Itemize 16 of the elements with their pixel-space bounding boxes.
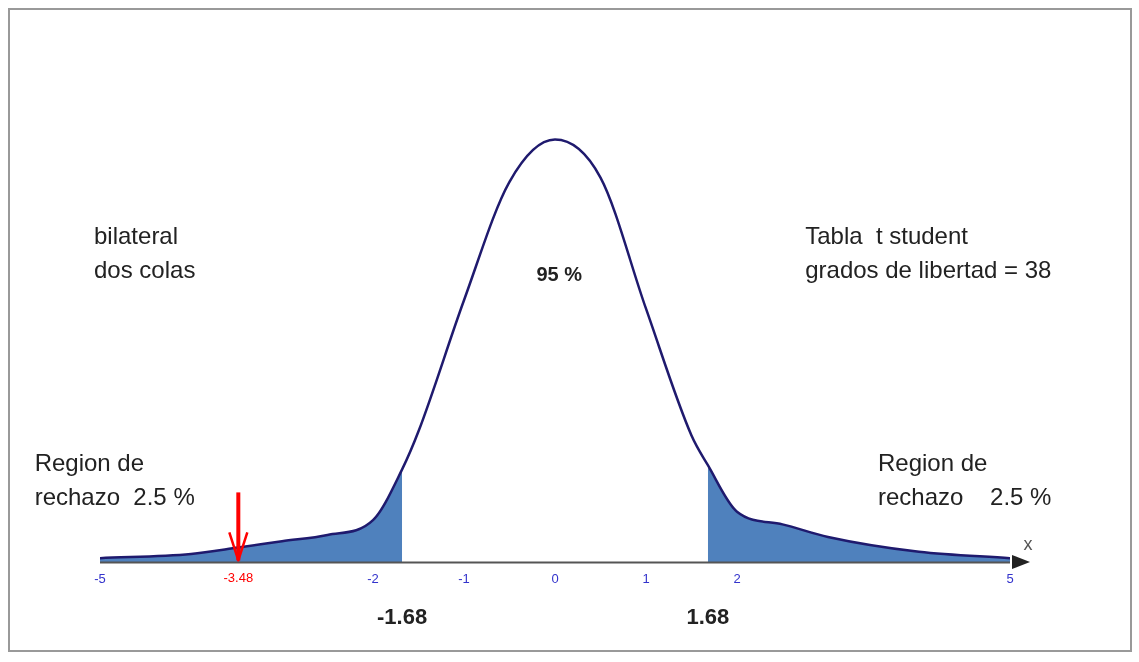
annotation: Region de rechazo 2.5 % (34, 448, 195, 510)
annotation: bilateral dos colas (94, 221, 196, 283)
x-tick-label: 2 (733, 570, 741, 586)
x-tick-label: 5 (1006, 570, 1014, 586)
x-tick-label: 1 (642, 570, 650, 586)
x-axis-title: x (1023, 534, 1033, 555)
annotation: 1.68 (686, 604, 730, 630)
annotation: Tabla t student grados de libertad = 38 (805, 221, 1052, 283)
x-tick-label: -1 (458, 570, 470, 586)
ref-line-label: -3.48 (223, 570, 254, 586)
annotation: 95 % (536, 262, 583, 285)
annotation: Region de rechazo 2.5 % (878, 448, 1052, 510)
annotation: -1.68 (377, 604, 428, 630)
x-tick-label: 0 (551, 570, 559, 586)
x-tick-label: -2 (367, 570, 379, 586)
x-tick-label: -5 (94, 570, 106, 586)
